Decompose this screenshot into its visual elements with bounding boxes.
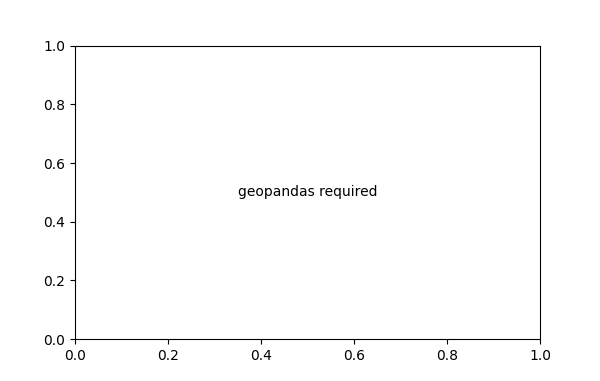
Text: geopandas required: geopandas required: [238, 186, 377, 199]
